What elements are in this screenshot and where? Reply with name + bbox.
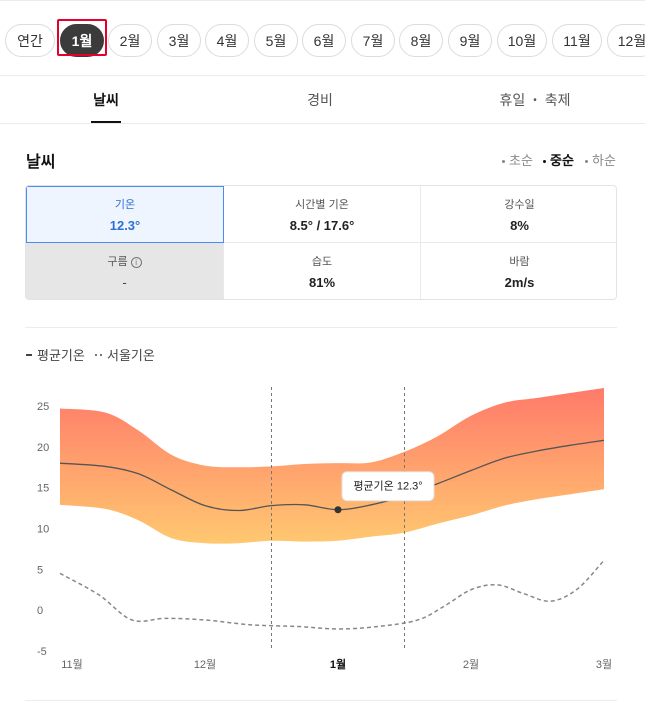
- y-axis: 25 20 15 10 5 0 -5: [37, 401, 49, 658]
- seoul-temp-line: [59, 559, 605, 630]
- stat-temperature-label: 기온: [114, 199, 136, 211]
- chip-month-12[interactable]: 12월: [607, 24, 645, 57]
- info-icon[interactable]: i: [130, 256, 142, 268]
- chip-month-11[interactable]: 11월: [552, 24, 602, 57]
- legend-avg-label: 평균기온: [37, 348, 85, 363]
- content-tabs: 날씨 경비 휴일 • 축제: [0, 76, 645, 124]
- chip-month-6[interactable]: 6월: [302, 24, 346, 57]
- x-tick-label: 2월: [463, 658, 479, 671]
- y-tick-label: 15: [37, 483, 49, 495]
- season-mid[interactable]: 중순: [543, 150, 574, 169]
- season-late[interactable]: 하순: [585, 150, 616, 169]
- x-tick-label: 11월: [61, 658, 83, 671]
- tab-holiday-festival[interactable]: 휴일 • 축제: [470, 76, 600, 124]
- tooltip-text: 평균기온 12.3°: [353, 480, 422, 493]
- stat-wind[interactable]: 바람 2m/s: [421, 243, 616, 299]
- x-tick-label: 3월: [596, 658, 612, 671]
- tooltip-box: [341, 471, 435, 502]
- tab-active-underline: [91, 121, 121, 123]
- season-dot-icon: [585, 160, 588, 164]
- stat-hourly-temp[interactable]: 시간별 기온 8.5° / 17.6°: [224, 186, 421, 243]
- season-late-label: 하순: [592, 153, 616, 168]
- y-tick-label: -5: [37, 646, 47, 658]
- stat-wind-label: 바람: [509, 256, 530, 268]
- chip-month-5[interactable]: 5월: [254, 24, 298, 57]
- season-early-label: 초순: [509, 153, 533, 168]
- tab-festival-label: 축제: [544, 92, 571, 108]
- stat-rain-days-value: 8%: [510, 217, 529, 233]
- section-divider: [25, 327, 617, 328]
- chip-month-4[interactable]: 4월: [205, 24, 249, 57]
- chip-month-3[interactable]: 3월: [157, 24, 201, 57]
- tab-separator-dot: •: [533, 94, 537, 106]
- y-tick-label: 5: [37, 564, 43, 576]
- chip-month-7[interactable]: 7월: [351, 24, 395, 57]
- chip-month-1[interactable]: 1월: [60, 24, 104, 57]
- stat-rain-days[interactable]: 강수일 8%: [421, 186, 616, 243]
- weather-section-title: 날씨: [26, 154, 56, 171]
- y-tick-label: 20: [37, 442, 49, 454]
- dashed-line-icon: [95, 353, 102, 356]
- stat-humidity-label: 습도: [311, 256, 333, 268]
- chip-month-9[interactable]: 9월: [448, 24, 492, 57]
- temperature-chart: 25 20 15 10 5 0 -5 11월 12월 1월 2월 3월 평균기온 12.3°: [37, 387, 612, 671]
- stat-humidity[interactable]: 습도 81%: [224, 243, 421, 299]
- stat-wind-value: 2m/s: [504, 275, 535, 290]
- tab-cost[interactable]: 경비: [307, 92, 333, 108]
- x-tick-label: 12월: [194, 658, 216, 671]
- chip-month-8[interactable]: 8월: [399, 24, 443, 57]
- legend-seoul-temp[interactable]: 서울기온: [95, 345, 155, 364]
- y-tick-label: 10: [37, 524, 49, 536]
- stat-hourly-temp-label: 시간별 기온: [295, 198, 349, 211]
- stat-cloud-value: -: [122, 275, 127, 290]
- chip-month-2[interactable]: 2월: [108, 24, 152, 57]
- season-dot-icon: [543, 160, 546, 164]
- y-tick-label: 0: [37, 605, 43, 617]
- stat-humidity-value: 81%: [308, 275, 336, 290]
- chip-month-10[interactable]: 10월: [497, 24, 547, 57]
- stat-temperature[interactable]: 기온 12.3°: [26, 186, 224, 243]
- x-tick-label: 1월: [330, 657, 346, 671]
- stat-hourly-temp-value: 8.5° / 17.6°: [289, 217, 355, 233]
- legend-avg-temp[interactable]: 평균기온: [26, 345, 85, 364]
- tooltip-point[interactable]: [334, 506, 342, 514]
- legend-seoul-label: 서울기온: [107, 348, 155, 363]
- stat-cloud[interactable]: 구름 i -: [26, 243, 224, 299]
- solid-line-icon: [26, 353, 32, 356]
- stat-cloud-label: 구름: [107, 256, 128, 268]
- season-dot-icon: [502, 160, 505, 164]
- bottom-divider: [25, 700, 617, 701]
- y-tick-label: 25: [37, 401, 49, 413]
- tab-weather[interactable]: 날씨: [93, 92, 119, 108]
- stat-rain-days-label: 강수일: [504, 198, 535, 211]
- month-selector: 연간 1월 2월 3월 4월 5월 6월 7월 8월 9월 10월 11월 12…: [0, 0, 645, 76]
- tab-holiday-label: 휴일: [499, 92, 526, 108]
- chip-annual[interactable]: 연간: [5, 24, 55, 57]
- top-divider: [0, 0, 645, 1]
- season-mid-label: 중순: [550, 153, 574, 168]
- weather-stats-grid: 기온 12.3° 시간별 기온 8.5° / 17.6° 강수일 8% 구름 i …: [25, 185, 617, 300]
- stat-cloud-label-row: 구름 i: [107, 253, 142, 269]
- temperature-range-band: [60, 388, 604, 544]
- stat-temperature-value: 12.3°: [109, 218, 141, 233]
- season-early[interactable]: 초순: [502, 150, 533, 169]
- tooltip: 평균기온 12.3°: [341, 471, 435, 502]
- x-axis: 11월 12월 1월 2월 3월: [61, 657, 612, 671]
